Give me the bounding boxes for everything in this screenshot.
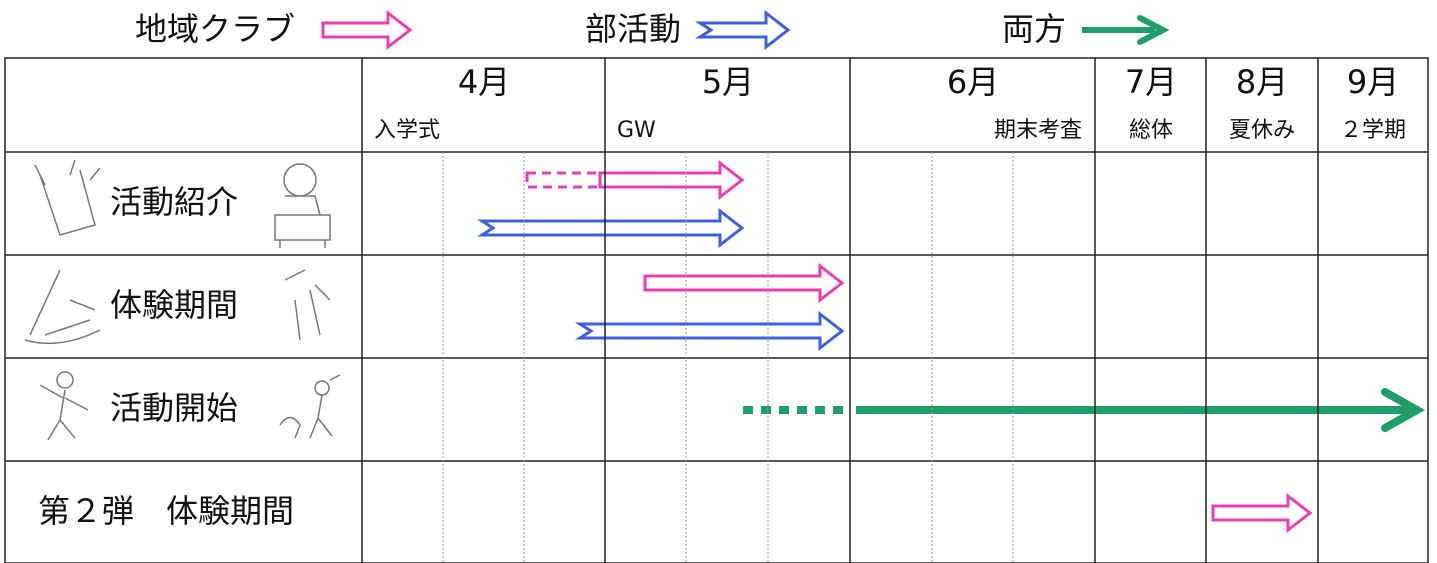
illustration: [284, 269, 331, 341]
illustration: [39, 384, 89, 441]
event: 入学式: [374, 118, 440, 143]
illustration: [274, 195, 331, 248]
legend-both: 両方: [1002, 10, 1066, 48]
month: 8月: [1236, 63, 1288, 101]
event: ２学期: [1340, 118, 1406, 143]
legend-bukatsu: 部活動: [585, 10, 681, 48]
month: 5月: [702, 63, 754, 101]
event: 期末考査: [994, 118, 1082, 143]
legend-arrow-bukatsu: [694, 9, 791, 51]
dashed-arrow-part: [525, 171, 602, 189]
table: 4月 5月 6月 7月 8月 9月 入学式 GW 期末考査 総体 夏休み ２学期…: [4, 57, 1429, 563]
table-border: [4, 57, 1429, 563]
club-arrow: [598, 159, 745, 201]
row-label: 活動開始: [110, 389, 238, 427]
bukatsu-arrow: [476, 207, 745, 249]
illustration: [314, 380, 330, 396]
month: 4月: [458, 63, 510, 101]
legend-arrow-both: [1137, 15, 1170, 45]
month: 9月: [1347, 63, 1399, 101]
illustration: [283, 163, 317, 197]
month: 6月: [947, 63, 999, 101]
illustration: [34, 159, 101, 236]
event: GW: [617, 118, 656, 143]
bukatsu-arrow: [574, 310, 845, 352]
legend: 地域クラブ 部活動 両方: [135, 10, 1066, 48]
illustrations: [24, 159, 341, 441]
legend-club: 地域クラブ: [135, 10, 295, 48]
event: 夏休み: [1229, 118, 1295, 143]
illustration: [24, 269, 101, 345]
month: 7月: [1125, 63, 1177, 101]
row-label: 活動紹介: [110, 183, 238, 221]
row-label: 体験期間: [110, 286, 238, 324]
row-label: 第２弾 体験期間: [38, 492, 294, 530]
legend-arrow-club: [321, 9, 413, 51]
illustration: [279, 374, 341, 439]
club-arrow: [1211, 492, 1313, 534]
event: 総体: [1129, 118, 1173, 143]
club-arrow: [643, 262, 845, 304]
illustration: [56, 371, 74, 389]
both-arrow-head: [1381, 388, 1426, 432]
